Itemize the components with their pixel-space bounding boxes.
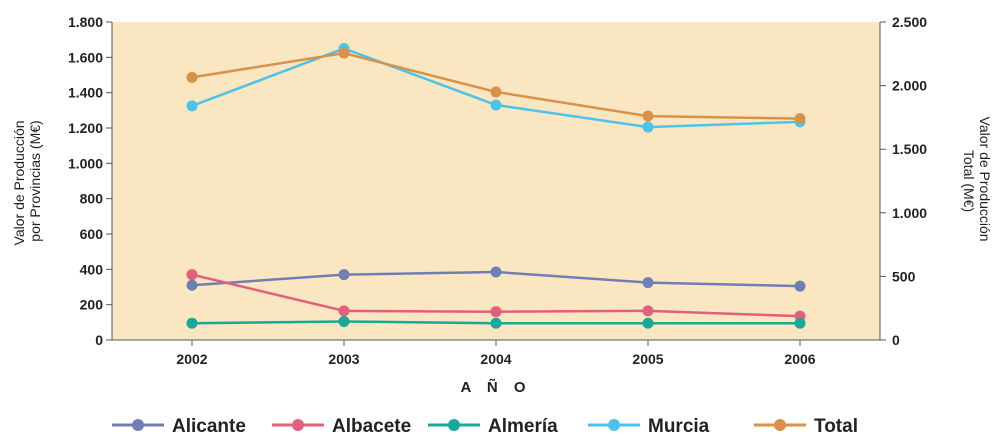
data-point-total <box>338 47 350 59</box>
x-tick-label: 2005 <box>632 351 663 367</box>
right-tick-label: 0 <box>892 332 900 348</box>
x-axis-ticks: 2002 2003 2004 2005 2006 <box>176 340 816 367</box>
left-tick-label: 1.600 <box>68 49 103 65</box>
data-point-murcia <box>186 100 198 112</box>
legend-label-alicante: Alicante <box>172 416 246 435</box>
left-tick-label: 600 <box>80 226 104 242</box>
legend: Alicante Albacete Almería Murcia Total <box>112 416 858 435</box>
legend-marker-murcia <box>608 419 620 431</box>
data-point-almeria <box>338 315 350 327</box>
x-axis-title: A Ñ O <box>460 378 531 396</box>
x-tick-label: 2006 <box>784 351 815 367</box>
right-tick-label: 1.000 <box>892 205 927 221</box>
data-point-albacete <box>490 306 502 318</box>
left-tick-label: 200 <box>80 297 104 313</box>
data-point-alicante <box>186 279 198 291</box>
series-layer <box>186 43 806 329</box>
right-axis-title: Valor de Producción Total (M€) <box>961 117 993 246</box>
left-axis-title-line-2: por Provincias (M€) <box>27 120 43 241</box>
left-tick-label: 1.200 <box>68 120 103 136</box>
left-axis-ticks: 0 200 400 600 800 1.000 1.200 1.400 1.600 1.800 <box>68 14 112 348</box>
left-tick-label: 800 <box>80 191 104 207</box>
right-tick-label: 2.500 <box>892 14 927 30</box>
legend-marker-almeria <box>448 419 460 431</box>
right-axis-title-line-1: Valor de Producción <box>977 117 993 242</box>
data-point-albacete <box>186 269 198 281</box>
data-point-albacete <box>338 305 350 317</box>
x-tick-label: 2002 <box>176 351 207 367</box>
left-tick-label: 0 <box>95 332 103 348</box>
data-point-alicante <box>794 280 806 292</box>
data-point-total <box>186 71 198 83</box>
legend-label-murcia: Murcia <box>648 416 710 435</box>
right-tick-label: 2.000 <box>892 78 927 94</box>
left-tick-label: 1.400 <box>68 85 103 101</box>
data-point-alicante <box>642 277 654 289</box>
plot-area <box>112 22 880 340</box>
data-point-murcia <box>490 99 502 111</box>
legend-marker-albacete <box>292 419 304 431</box>
right-axis-title-line-2: Total (M€) <box>961 150 977 212</box>
data-point-almeria <box>794 317 806 329</box>
data-point-almeria <box>642 317 654 329</box>
left-axis-title: Valor de Producción por Provincias (M€) <box>11 117 43 246</box>
left-tick-label: 1.800 <box>68 14 103 30</box>
left-tick-label: 400 <box>80 261 104 277</box>
data-point-alicante <box>490 266 502 278</box>
data-point-total <box>642 110 654 122</box>
data-point-albacete <box>642 305 654 317</box>
left-tick-label: 1.000 <box>68 155 103 171</box>
data-point-alicante <box>338 269 350 281</box>
right-tick-label: 1.500 <box>892 141 927 157</box>
data-point-murcia <box>642 121 654 133</box>
data-point-total <box>490 86 502 98</box>
data-point-almeria <box>490 317 502 329</box>
legend-label-total: Total <box>814 416 858 435</box>
legend-marker-alicante <box>132 419 144 431</box>
left-axis-title-line-1: Valor de Producción <box>11 120 27 245</box>
legend-marker-total <box>774 419 786 431</box>
right-tick-label: 500 <box>892 268 916 284</box>
x-tick-label: 2003 <box>328 351 359 367</box>
legend-label-albacete: Albacete <box>332 416 411 435</box>
data-point-total <box>794 113 806 125</box>
data-point-almeria <box>186 317 198 329</box>
legend-label-almeria: Almería <box>488 416 558 435</box>
x-tick-label: 2004 <box>480 351 511 367</box>
right-axis-ticks: 0 500 1.000 1.500 2.000 2.500 <box>880 14 927 348</box>
